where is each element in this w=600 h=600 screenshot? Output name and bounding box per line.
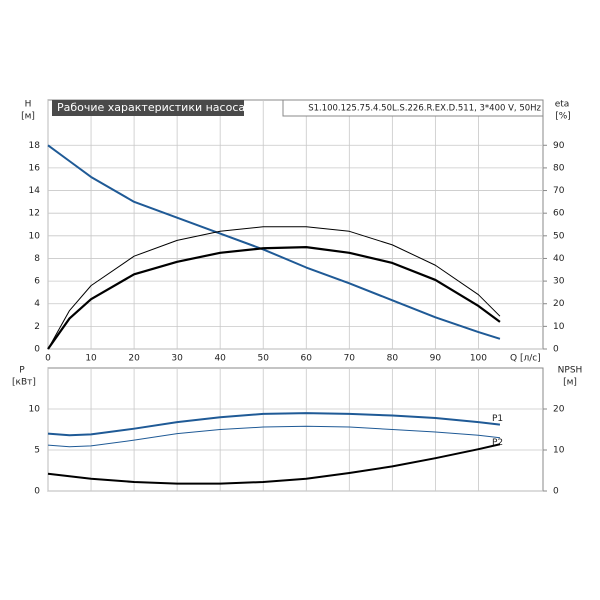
y-tick-label: 10 [29, 231, 41, 241]
y2-axis-label: NPSH [558, 366, 583, 376]
y2-tick-label: 50 [553, 231, 565, 241]
y2-tick-label: 30 [553, 277, 565, 287]
y-axis-label: H [25, 100, 32, 110]
y-tick-label: 16 [29, 163, 41, 173]
x-tick-label: 80 [387, 354, 399, 364]
y-axis-unit: [м] [21, 112, 35, 122]
y-tick-label: 6 [34, 277, 40, 287]
y2-tick-label: 10 [553, 446, 565, 456]
x-tick-label: 90 [430, 354, 442, 364]
y-axis-unit: [кВт] [12, 378, 36, 388]
series-line [47, 443, 501, 485]
x-tick-label: 30 [171, 354, 183, 364]
y2-axis-label: eta [555, 100, 570, 110]
series-line [47, 425, 501, 448]
series-line [47, 246, 501, 350]
y2-tick-label: 20 [553, 405, 565, 415]
y2-tick-label: 80 [553, 163, 565, 173]
x-axis-label: Q [л/с] [510, 354, 541, 364]
y-axis-label: P [19, 366, 25, 376]
x-tick-label: 60 [301, 354, 313, 364]
y-tick-label: 14 [29, 186, 41, 196]
subtitle-box [282, 99, 544, 117]
y2-tick-label: 90 [553, 141, 565, 151]
y-tick-label: 5 [34, 446, 40, 456]
y2-tick-label: 40 [553, 254, 565, 264]
x-tick-label: 0 [45, 354, 51, 364]
y2-tick-label: 20 [553, 299, 565, 309]
y-tick-label: 2 [34, 322, 40, 332]
x-tick-label: 100 [470, 354, 487, 364]
y-tick-label: 12 [29, 209, 40, 219]
x-tick-label: 10 [85, 354, 97, 364]
y-tick-label: 8 [34, 254, 40, 264]
y-tick-label: 4 [34, 299, 40, 309]
chart-title: Рабочие характеристики насоса [57, 101, 245, 114]
y2-axis-unit: [м] [563, 378, 577, 388]
y2-tick-label: 70 [553, 186, 565, 196]
y2-axis-unit: [%] [555, 112, 571, 122]
series-line [47, 226, 501, 350]
series-label: P2 [492, 438, 503, 448]
y2-tick-label: 60 [553, 209, 565, 219]
y-tick-label: 10 [29, 405, 41, 415]
x-tick-label: 40 [214, 354, 226, 364]
chart-subtitle: S1.100.125.75.4.50L.S.226.R.EX.D.511, 3*… [308, 104, 541, 114]
x-tick-label: 50 [257, 354, 269, 364]
series-line [47, 144, 501, 340]
series-label: P1 [492, 414, 503, 424]
y2-tick-label: 0 [553, 487, 559, 497]
title-box [52, 100, 244, 116]
x-tick-label: 20 [128, 354, 140, 364]
plot-area [47, 99, 544, 350]
y-tick-label: 0 [34, 487, 40, 497]
series-line [47, 412, 501, 437]
x-tick-label: 70 [344, 354, 356, 364]
y-tick-label: 0 [34, 345, 40, 355]
y2-tick-label: 0 [553, 345, 559, 355]
y-tick-label: 18 [29, 141, 41, 151]
y2-tick-label: 10 [553, 322, 565, 332]
